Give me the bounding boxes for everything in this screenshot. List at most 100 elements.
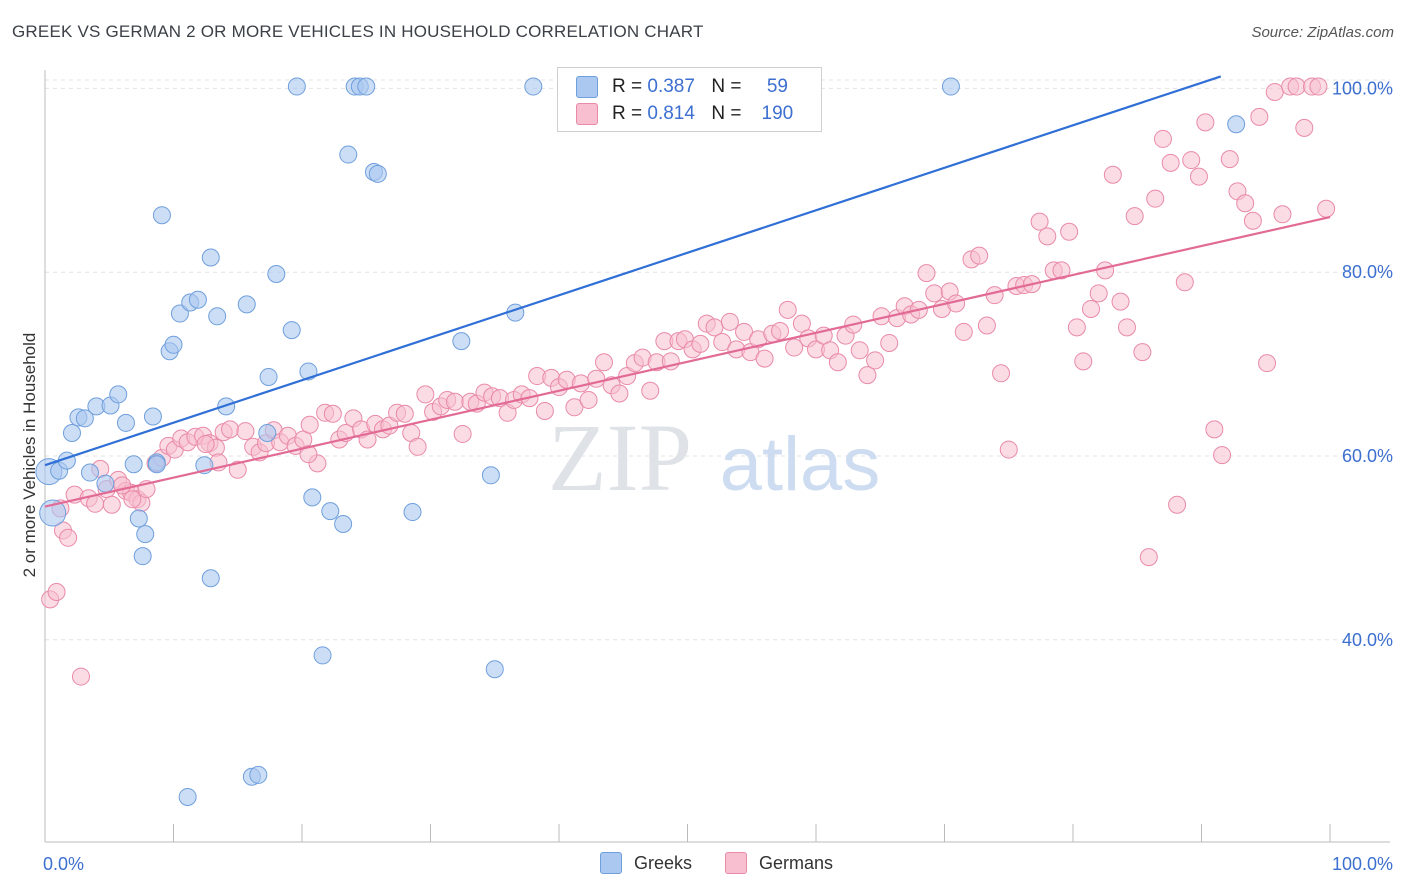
german-point — [1111, 292, 1130, 311]
german-point — [1146, 189, 1165, 208]
y-tick-label: 100.0% — [1332, 78, 1393, 98]
german-point — [1317, 199, 1336, 218]
greek-point — [109, 385, 128, 404]
german-point — [828, 353, 847, 372]
german-point — [445, 392, 464, 411]
greek-point — [1227, 115, 1246, 134]
greek-point — [188, 290, 207, 309]
german-point — [1081, 299, 1100, 318]
greek-point — [334, 515, 353, 534]
german-point — [1139, 548, 1158, 567]
greek-point — [129, 509, 148, 528]
german-point — [1030, 212, 1049, 231]
german-point — [610, 384, 629, 403]
greek-point — [116, 413, 135, 432]
bottom-legend-germans: Germans — [725, 852, 833, 874]
german-point — [1168, 495, 1187, 514]
german-point — [579, 390, 598, 409]
germans-legend-swatch — [725, 852, 747, 874]
greek-point — [282, 321, 301, 340]
german-point — [970, 246, 989, 265]
german-point — [1213, 446, 1232, 465]
greeks-r-value: 0.387 — [647, 76, 695, 97]
greek-point — [259, 367, 278, 386]
greeks-trend-line — [44, 75, 1222, 467]
legend-row-greeks: R = 0.387 N = 59 — [576, 75, 801, 99]
german-point — [1236, 194, 1255, 213]
stats-legend: R = 0.387 N = 59 R = 0.814 N = 190 — [557, 67, 822, 132]
german-point — [1175, 273, 1194, 292]
tick-labels: 40.0% 60.0% 80.0% 100.0% 0.0% 100.0% — [43, 78, 1393, 874]
german-point — [866, 351, 885, 370]
trend-lines — [44, 75, 1331, 508]
german-point — [1243, 211, 1262, 230]
greek-point — [62, 424, 81, 443]
germans-r-value: 0.814 — [647, 103, 695, 124]
german-point — [735, 322, 754, 341]
german-point — [416, 385, 435, 404]
greeks-swatch — [576, 76, 598, 98]
greek-point — [287, 77, 306, 96]
german-point — [47, 583, 66, 602]
german-point — [123, 490, 142, 509]
german-point — [1089, 284, 1108, 303]
german-point — [196, 435, 215, 454]
y-tick-label: 80.0% — [1342, 262, 1393, 282]
german-point — [594, 353, 613, 372]
watermark-atlas: atlas — [720, 422, 881, 507]
german-point — [1096, 261, 1115, 280]
greek-point — [164, 335, 183, 354]
germans-points — [41, 77, 1336, 686]
greek-point — [313, 646, 332, 665]
german-point — [999, 440, 1018, 459]
german-point — [1220, 150, 1239, 169]
germans-n-value: 190 — [761, 103, 794, 124]
german-point — [1295, 118, 1314, 137]
greek-point — [481, 466, 500, 485]
germans-trend-line — [44, 215, 1331, 508]
y-tick-label: 40.0% — [1342, 630, 1393, 650]
german-point — [925, 284, 944, 303]
german-point — [858, 366, 877, 385]
german-point — [992, 364, 1011, 383]
greek-point — [339, 145, 358, 164]
german-point — [880, 333, 899, 352]
german-point — [236, 422, 255, 441]
greek-point — [258, 424, 277, 443]
german-point — [453, 424, 472, 443]
german-point — [985, 286, 1004, 305]
source-label: Source: ZipAtlas.com — [1251, 24, 1394, 41]
greek-point — [136, 525, 155, 544]
greek-point — [208, 307, 227, 326]
german-point — [1038, 227, 1057, 246]
german-point — [1161, 153, 1180, 172]
german-point — [1074, 352, 1093, 371]
bottom-legend-greeks: Greeks — [600, 852, 692, 874]
german-point — [954, 322, 973, 341]
watermark: ZIP atlas — [548, 404, 880, 511]
german-point — [1196, 113, 1215, 132]
greek-point — [452, 332, 471, 351]
greek-point — [96, 474, 115, 493]
german-point — [1060, 222, 1079, 241]
german-point — [1153, 129, 1172, 148]
german-point — [1067, 318, 1086, 337]
greek-point — [403, 503, 422, 522]
german-point — [1273, 205, 1292, 224]
x-tick-label: 0.0% — [43, 854, 84, 874]
greeks-r-label: R = — [612, 76, 643, 97]
german-point — [785, 338, 804, 357]
greek-point — [249, 765, 268, 784]
greek-point — [357, 77, 376, 96]
chart-title: GREEK VS GERMAN 2 OR MORE VEHICLES IN HO… — [12, 22, 704, 41]
greek-point — [124, 455, 143, 474]
greek-point — [237, 295, 256, 314]
german-point — [86, 494, 105, 513]
german-point — [713, 333, 732, 352]
german-point — [221, 420, 240, 439]
greek-point — [147, 455, 166, 474]
german-point — [408, 437, 427, 456]
greeks-n-value: 59 — [766, 76, 788, 97]
german-point — [299, 445, 318, 464]
